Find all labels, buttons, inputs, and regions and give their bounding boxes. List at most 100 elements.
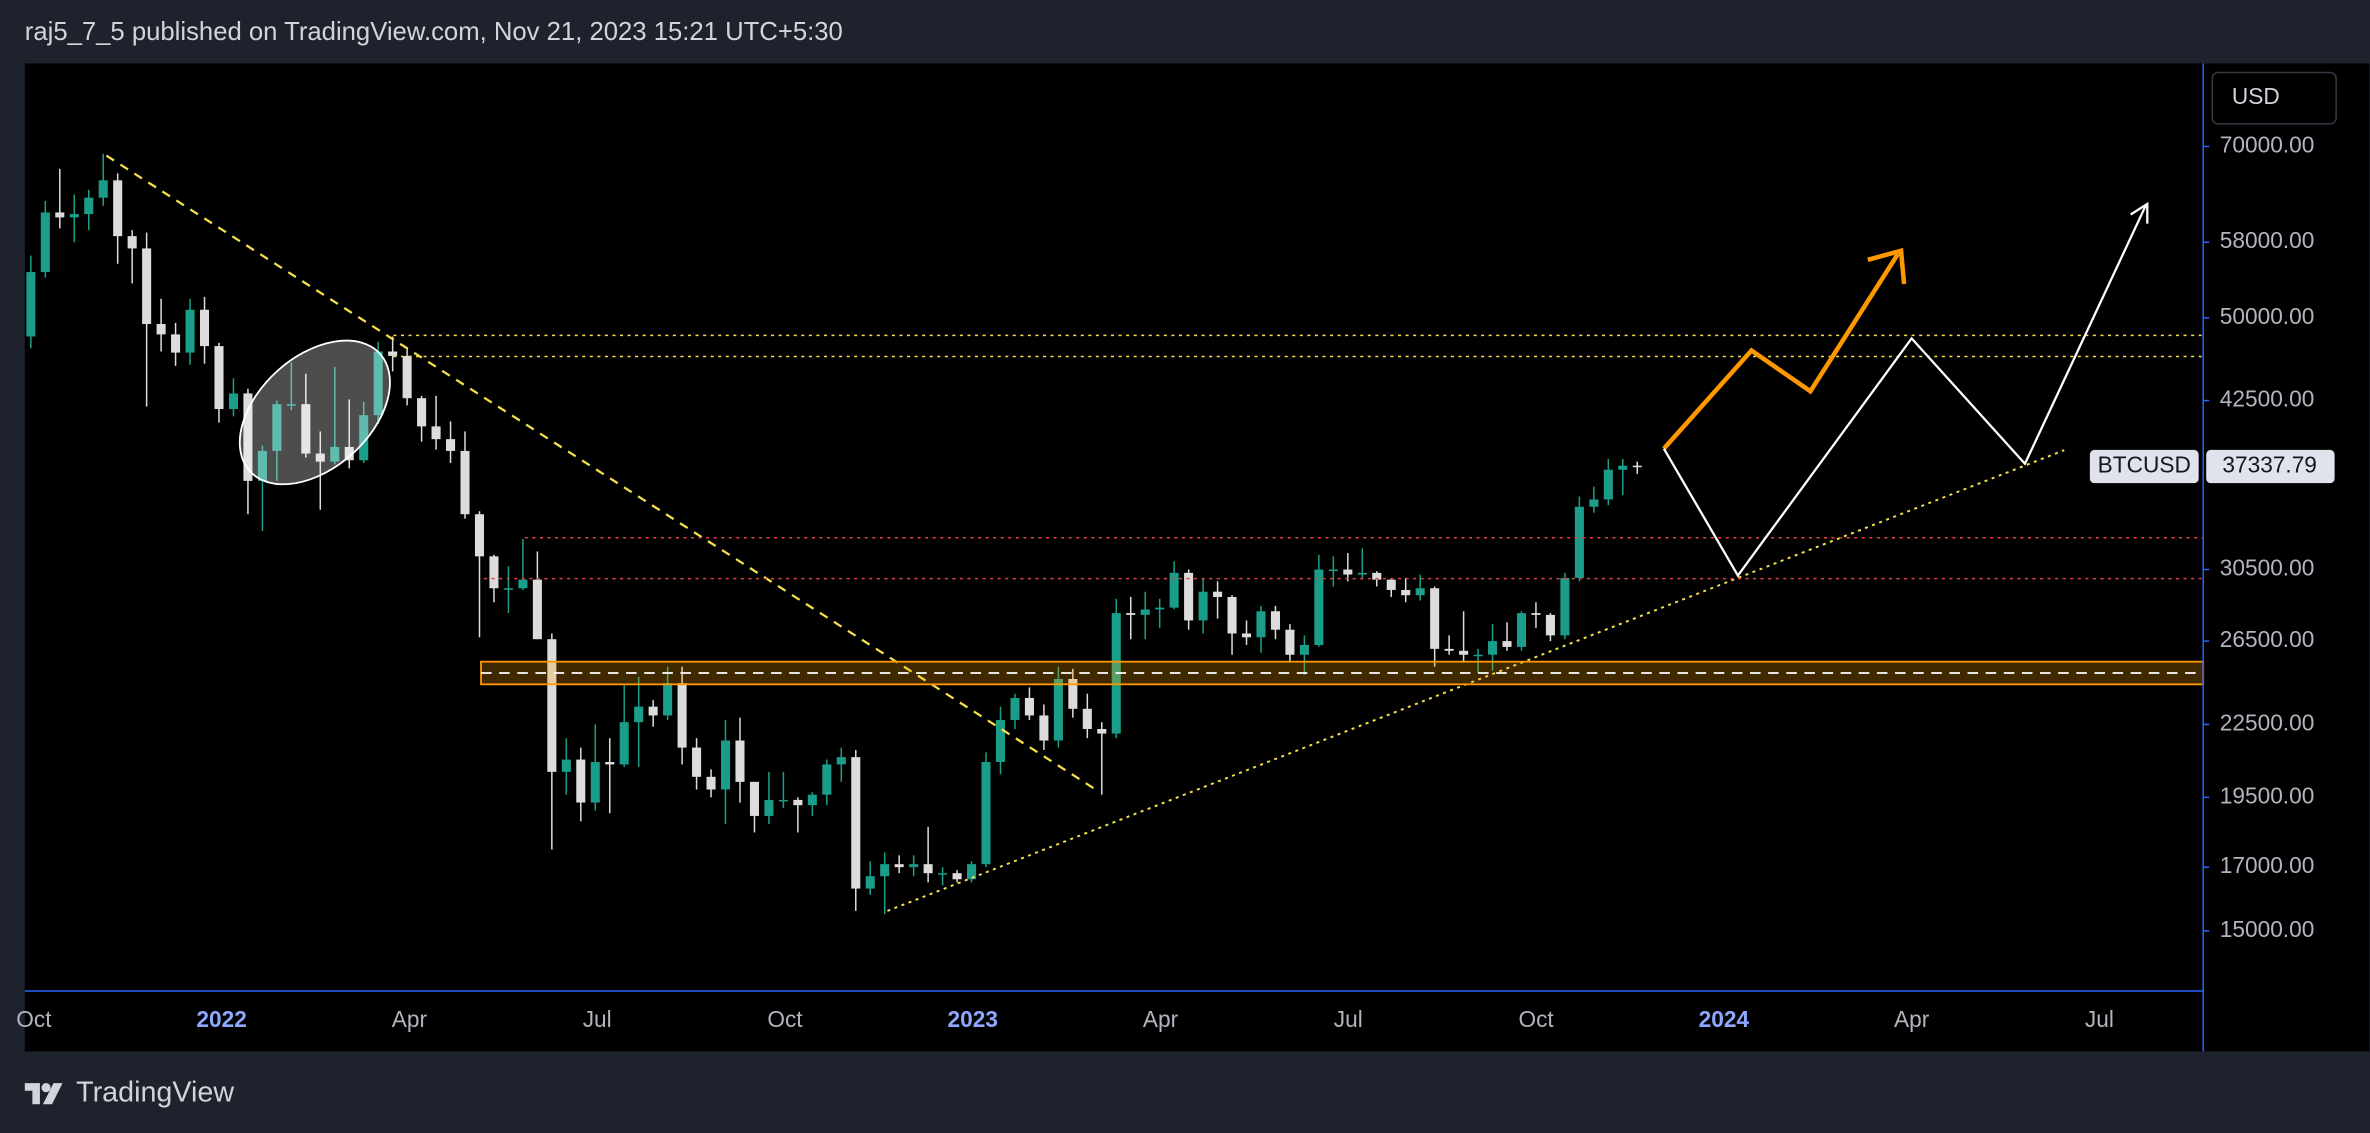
candle-body: [156, 323, 166, 335]
footer-brand: TradingView: [76, 1076, 234, 1108]
y-tick-label: 15000.00: [2220, 916, 2315, 942]
y-tick-label: 58000.00: [2220, 227, 2315, 253]
x-tick-label: Apr: [1894, 1006, 1930, 1032]
candle-body: [692, 747, 702, 777]
candle-body: [344, 446, 354, 461]
candle-body: [1213, 591, 1223, 597]
candle-body: [142, 248, 152, 324]
candle-body: [373, 351, 383, 416]
candle-body: [431, 426, 441, 440]
candle-body: [677, 683, 687, 748]
candle-body: [1531, 613, 1541, 615]
candle-body: [1039, 715, 1049, 741]
x-tick-label: Oct: [16, 1006, 52, 1032]
candle-body: [1444, 648, 1454, 651]
candle-body: [836, 757, 846, 765]
x-tick-label: Apr: [1143, 1006, 1179, 1032]
candle-body: [127, 236, 137, 249]
candle-body: [40, 212, 50, 273]
candle-body: [1603, 469, 1613, 500]
candle-body: [1618, 465, 1628, 470]
candle-body: [663, 683, 673, 716]
white-path: [1662, 204, 2147, 578]
candle-body: [1198, 591, 1208, 621]
symbol-label-box: [2089, 449, 2199, 484]
candle-body: [1010, 697, 1020, 720]
candle-body: [1169, 572, 1179, 608]
candle-body: [547, 639, 557, 772]
candle-body: [69, 214, 79, 218]
candle-body: [330, 446, 340, 462]
candle-body: [619, 722, 629, 765]
y-tick-label: 17000.00: [2220, 852, 2315, 878]
candle-body: [1502, 641, 1512, 647]
candle-body: [764, 799, 774, 816]
candle-body: [1589, 499, 1599, 507]
candle-body: [1227, 596, 1237, 634]
candle-body: [1372, 572, 1382, 580]
candle-body: [1155, 607, 1165, 610]
highlight-ellipse: [238, 339, 391, 486]
candle-body: [1068, 678, 1078, 709]
symbol-label: BTCUSD: [2098, 452, 2191, 478]
candle-body: [851, 757, 861, 889]
candle-body: [228, 393, 238, 410]
white-arrowhead: [2130, 201, 2149, 224]
candle-body: [981, 761, 991, 865]
candle-body: [952, 873, 962, 880]
candle-body: [243, 393, 253, 481]
header-text: raj5_7_5 published on TradingView.com, N…: [25, 18, 843, 46]
y-tick-label: 70000.00: [2220, 131, 2315, 157]
candle-body: [1430, 588, 1440, 649]
orange-path: [1662, 252, 1900, 451]
downtrend-line: [105, 154, 1100, 793]
candle-body: [865, 876, 875, 889]
candle-body: [446, 439, 456, 451]
currency-label[interactable]: USD: [2232, 83, 2280, 109]
plot-area: [24, 63, 2204, 991]
candle-body: [1401, 589, 1411, 596]
candle-body: [460, 450, 470, 515]
x-tick-label: Jul: [2085, 1006, 2114, 1032]
candle-body: [503, 588, 513, 590]
y-tick-label: 19500.00: [2220, 782, 2315, 808]
candle-body: [301, 404, 311, 454]
candle-body: [257, 450, 267, 481]
candle-body: [822, 764, 832, 795]
candles: [26, 153, 1642, 915]
candle-body: [1560, 577, 1570, 636]
footer-logo: [24, 1083, 63, 1105]
y-tick-label: 26500.00: [2220, 626, 2315, 652]
price-axis-area: [2203, 63, 2370, 1052]
candle-body: [880, 864, 890, 877]
candle-body: [1270, 611, 1280, 630]
candle-body: [605, 761, 615, 765]
candle-body: [359, 415, 369, 461]
candle-body: [1256, 611, 1266, 638]
candle-body: [113, 180, 123, 237]
candle-body: [938, 873, 948, 875]
candle-body: [185, 309, 195, 353]
candle-body: [648, 706, 658, 716]
y-tick-label: 42500.00: [2220, 386, 2315, 412]
candle-body: [518, 579, 528, 589]
candle-body: [894, 864, 904, 868]
x-tick-label: Apr: [392, 1006, 428, 1032]
candle-body: [272, 404, 282, 451]
candle-body: [1473, 654, 1483, 657]
drawings: [105, 154, 2205, 912]
y-tick-label: 22500.00: [2220, 709, 2315, 735]
candle-body: [1386, 579, 1396, 590]
x-tick-label: Jul: [583, 1006, 612, 1032]
logo-icon: [24, 1083, 63, 1105]
candle-body: [1140, 609, 1150, 615]
candle-body: [590, 761, 600, 803]
candle-body: [995, 719, 1006, 762]
last-price-box: [2206, 449, 2335, 484]
candle-body: [98, 180, 108, 198]
currency-button[interactable]: [2211, 71, 2337, 125]
candle-body: [214, 346, 224, 410]
candle-body: [576, 759, 586, 803]
